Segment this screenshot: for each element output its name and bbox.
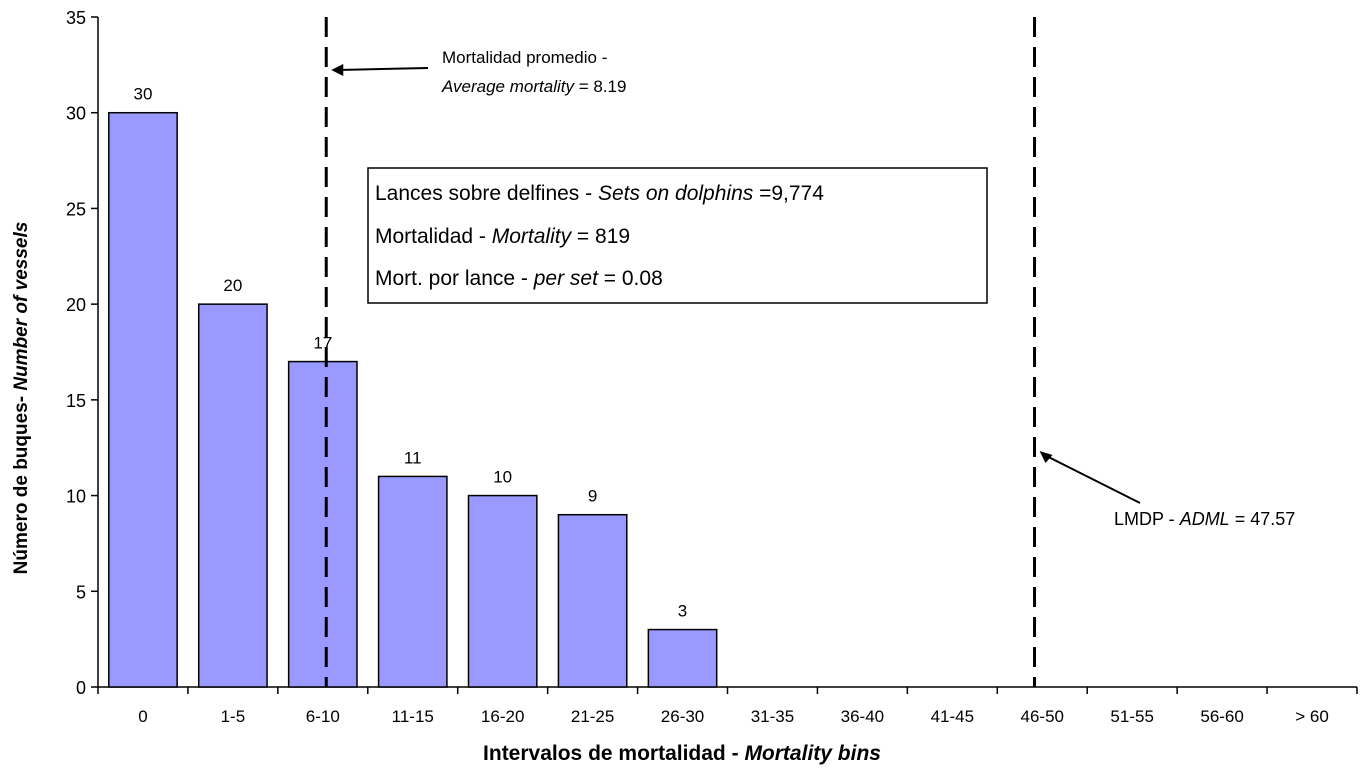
x-tick-label: > 60 bbox=[1295, 707, 1329, 726]
y-tick-label: 10 bbox=[66, 487, 86, 507]
info-per-set-plain: Mort. por lance - bbox=[375, 267, 534, 290]
bar-value-label: 9 bbox=[588, 487, 597, 506]
info-per-set-value: = 0.08 bbox=[604, 267, 663, 290]
bar bbox=[108, 111, 178, 688]
bar-value-label: 10 bbox=[493, 468, 512, 487]
info-mortality-plain: Mortalidad - bbox=[375, 225, 492, 248]
x-tick-label: 1-5 bbox=[221, 707, 246, 726]
x-axis: 0 1-5 6-10 11-15 16-20 21-25 26-30 31-35 36-40 41… bbox=[97, 686, 1358, 726]
bar-value-label: 11 bbox=[404, 448, 422, 467]
bar bbox=[557, 513, 628, 688]
bar bbox=[197, 303, 268, 688]
info-box-line-per-set: Mort. por lance - per set = 0.08 bbox=[375, 267, 663, 290]
x-tick-label: 26-30 bbox=[661, 707, 704, 726]
y-tick-label: 5 bbox=[76, 582, 86, 602]
average-mortality-arrowhead bbox=[331, 64, 344, 76]
x-tick-label: 0 bbox=[138, 707, 147, 726]
bar-value-label: 3 bbox=[678, 602, 687, 621]
adml-label-value: = 47.57 bbox=[1230, 509, 1296, 529]
adml-arrow bbox=[1044, 454, 1141, 504]
x-tick-label: 21-25 bbox=[571, 707, 614, 726]
info-sets-plain: Lances sobre delfines - bbox=[375, 182, 598, 205]
info-box bbox=[367, 167, 988, 304]
y-tick-label: 30 bbox=[66, 104, 86, 124]
bar bbox=[377, 475, 448, 688]
bar bbox=[647, 628, 718, 688]
x-tick-label: 51-55 bbox=[1110, 707, 1153, 726]
y-tick-label: 0 bbox=[76, 678, 86, 698]
adml-label-plain: LMDP - bbox=[1114, 509, 1180, 529]
x-tick-label: 16-20 bbox=[481, 707, 524, 726]
bars bbox=[108, 111, 718, 688]
x-tick-label: 41-45 bbox=[931, 707, 974, 726]
bar bbox=[287, 360, 358, 688]
x-tick-label: 36-40 bbox=[841, 707, 884, 726]
y-axis: 0 5 10 15 20 25 30 35 bbox=[66, 8, 99, 698]
info-sets-italic: Sets on dolphins bbox=[598, 182, 759, 205]
y-axis-title-plain: Número de buques- bbox=[11, 391, 32, 575]
adml-label: LMDP - ADML = 47.57 bbox=[1114, 509, 1295, 529]
y-tick-label: 25 bbox=[66, 199, 86, 219]
adml-label-italic: ADML bbox=[1179, 509, 1230, 529]
bar bbox=[467, 494, 538, 688]
x-tick-label: 31-35 bbox=[751, 707, 794, 726]
average-mortality-label-line1: Mortalidad promedio - bbox=[442, 48, 607, 67]
info-mortality-italic: Mortality bbox=[492, 225, 573, 248]
average-mortality-label-italic: Average mortality bbox=[441, 77, 575, 96]
bar-value-label: 17 bbox=[313, 334, 332, 353]
x-axis-title-italic: Mortality bins bbox=[744, 742, 881, 765]
x-tick-label: 6-10 bbox=[306, 707, 340, 726]
bar-value-label: 20 bbox=[223, 276, 242, 295]
x-axis-title: Intervalos de mortalidad - Mortality bin… bbox=[483, 742, 881, 765]
y-tick-label: 35 bbox=[66, 8, 86, 28]
average-mortality-arrow bbox=[338, 67, 429, 71]
y-tick-label: 15 bbox=[66, 391, 86, 411]
average-mortality-label-value: = 8.19 bbox=[574, 77, 626, 96]
x-tick-label: 11-15 bbox=[392, 707, 434, 726]
y-axis-title-italic: Number of vessels bbox=[11, 222, 32, 391]
info-sets-value: =9,774 bbox=[759, 182, 824, 205]
info-box-line-sets: Lances sobre delfines - Sets on dolphins… bbox=[375, 182, 824, 205]
x-axis-title-plain: Intervalos de mortalidad - bbox=[483, 742, 744, 765]
info-mortality-value: = 819 bbox=[571, 225, 630, 248]
y-axis-title: Número de buques- Number of vessels bbox=[11, 222, 32, 575]
x-tick-label: 46-50 bbox=[1021, 707, 1064, 726]
x-tick-label: 56-60 bbox=[1200, 707, 1243, 726]
average-mortality-label-line2: Average mortality = 8.19 bbox=[441, 77, 626, 96]
info-box-line-mortality: Mortalidad - Mortality = 819 bbox=[375, 225, 630, 248]
y-tick-label: 20 bbox=[66, 295, 86, 315]
bar-value-label: 30 bbox=[134, 85, 153, 104]
info-per-set-italic: per set bbox=[533, 267, 604, 290]
adml-arrowhead bbox=[1039, 451, 1053, 463]
